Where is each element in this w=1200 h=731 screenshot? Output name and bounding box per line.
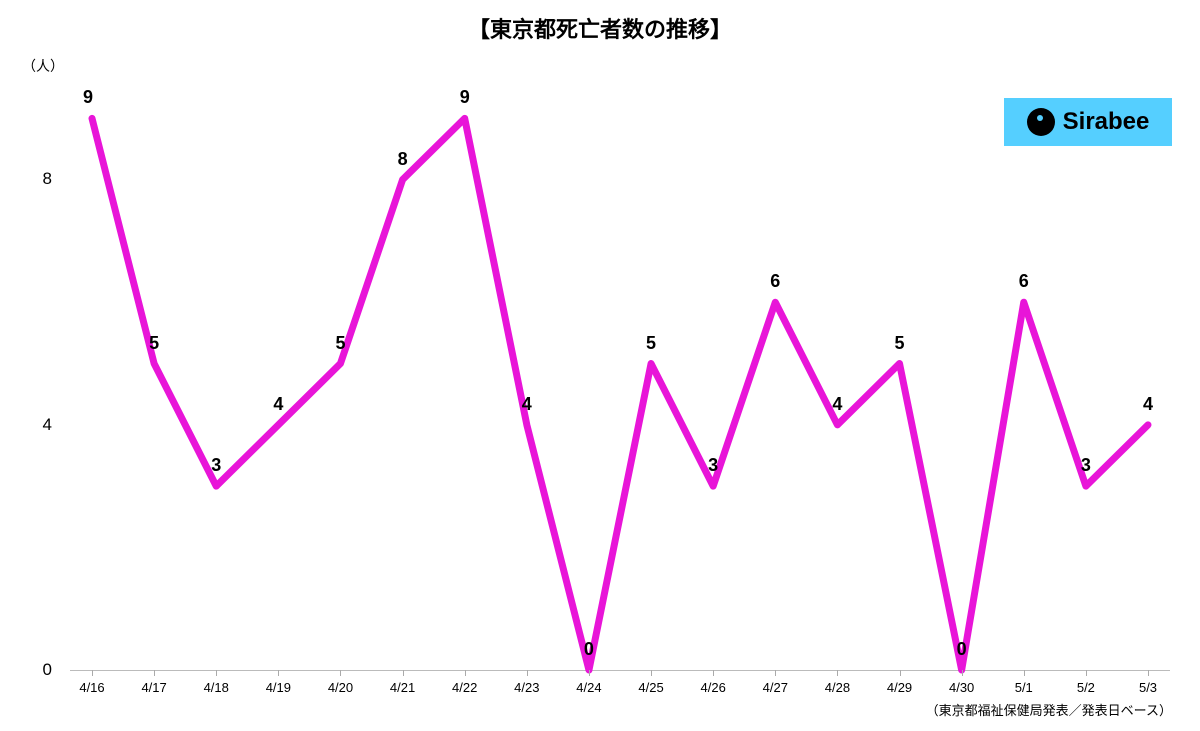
y-tick-label: 0 (12, 660, 52, 680)
x-tick-label: 4/24 (576, 680, 601, 695)
x-tick-mark (775, 670, 776, 676)
data-label: 0 (584, 639, 594, 660)
x-tick-mark (651, 670, 652, 676)
data-label: 5 (646, 333, 656, 354)
x-tick-mark (527, 670, 528, 676)
line-path (92, 118, 1148, 670)
chart-root: 【東京都死亡者数の推移】 （人） Sirabee （東京都福祉保健局発表／発表日… (0, 0, 1200, 731)
x-tick-label: 4/29 (887, 680, 912, 695)
x-tick-mark (216, 670, 217, 676)
data-label: 5 (335, 333, 345, 354)
x-tick-label: 4/28 (825, 680, 850, 695)
x-tick-label: 4/17 (141, 680, 166, 695)
x-axis-line (70, 670, 1170, 671)
x-tick-mark (1024, 670, 1025, 676)
data-label: 3 (708, 455, 718, 476)
line-series (70, 100, 1170, 670)
x-tick-label: 4/25 (638, 680, 663, 695)
x-tick-mark (713, 670, 714, 676)
x-tick-mark (900, 670, 901, 676)
x-tick-mark (340, 670, 341, 676)
data-label: 5 (895, 333, 905, 354)
data-label: 9 (83, 87, 93, 108)
x-tick-mark (1148, 670, 1149, 676)
data-label: 5 (149, 333, 159, 354)
x-tick-mark (1086, 670, 1087, 676)
x-tick-mark (962, 670, 963, 676)
x-tick-label: 4/23 (514, 680, 539, 695)
x-tick-label: 4/18 (204, 680, 229, 695)
y-axis-unit-label: （人） (22, 56, 64, 76)
x-tick-label: 4/19 (266, 680, 291, 695)
y-tick-label: 4 (12, 415, 52, 435)
x-tick-label: 4/16 (79, 680, 104, 695)
x-tick-label: 4/30 (949, 680, 974, 695)
data-label: 4 (273, 394, 283, 415)
x-tick-label: 4/27 (763, 680, 788, 695)
x-tick-mark (403, 670, 404, 676)
data-label: 4 (832, 394, 842, 415)
data-label: 0 (957, 639, 967, 660)
chart-footnote: （東京都福祉保健局発表／発表日ベース） (926, 700, 1172, 719)
x-tick-label: 4/22 (452, 680, 477, 695)
x-tick-label: 5/1 (1015, 680, 1033, 695)
data-label: 6 (1019, 271, 1029, 292)
data-label: 8 (398, 149, 408, 170)
x-tick-label: 4/26 (701, 680, 726, 695)
data-label: 3 (211, 455, 221, 476)
x-tick-label: 5/2 (1077, 680, 1095, 695)
x-tick-label: 4/20 (328, 680, 353, 695)
x-tick-mark (837, 670, 838, 676)
data-label: 3 (1081, 455, 1091, 476)
x-tick-label: 4/21 (390, 680, 415, 695)
x-tick-mark (589, 670, 590, 676)
x-tick-mark (154, 670, 155, 676)
x-tick-label: 5/3 (1139, 680, 1157, 695)
data-label: 4 (1143, 394, 1153, 415)
chart-title: 【東京都死亡者数の推移】 (0, 12, 1200, 44)
x-tick-mark (465, 670, 466, 676)
data-label: 4 (522, 394, 532, 415)
plot-area (70, 100, 1170, 670)
data-label: 9 (460, 87, 470, 108)
data-label: 6 (770, 271, 780, 292)
x-tick-mark (92, 670, 93, 676)
y-tick-label: 8 (12, 169, 52, 189)
x-tick-mark (278, 670, 279, 676)
